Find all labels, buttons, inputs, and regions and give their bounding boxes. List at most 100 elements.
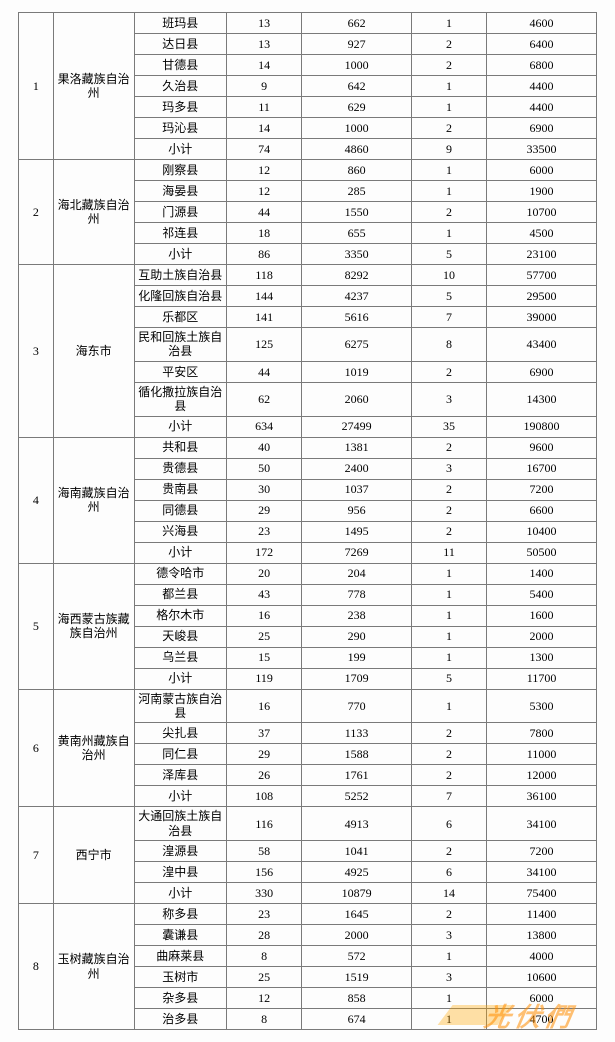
region-index: 5 <box>19 563 54 689</box>
cell: 62 <box>227 382 302 416</box>
cell: 杂多县 <box>134 988 226 1009</box>
data-table: 1果洛藏族自治州班玛县1366214600达日县1392726400甘德县141… <box>18 12 597 1030</box>
cell: 14300 <box>487 382 597 416</box>
cell: 14 <box>227 118 302 139</box>
cell: 6900 <box>487 361 597 382</box>
cell: 10600 <box>487 967 597 988</box>
cell: 16 <box>227 605 302 626</box>
cell: 655 <box>302 223 412 244</box>
cell: 1 <box>411 689 486 723</box>
cell: 12 <box>227 988 302 1009</box>
cell: 8292 <box>302 265 412 286</box>
cell: 36100 <box>487 786 597 807</box>
cell: 956 <box>302 500 412 521</box>
cell: 10700 <box>487 202 597 223</box>
cell: 泽库县 <box>134 765 226 786</box>
cell: 10879 <box>302 883 412 904</box>
cell: 141 <box>227 307 302 328</box>
cell: 28 <box>227 925 302 946</box>
cell: 34100 <box>487 862 597 883</box>
cell: 1 <box>411 1009 486 1030</box>
cell: 144 <box>227 286 302 307</box>
cell: 2 <box>411 361 486 382</box>
cell: 778 <box>302 584 412 605</box>
cell: 6 <box>411 807 486 841</box>
cell: 4400 <box>487 76 597 97</box>
cell: 玛多县 <box>134 97 226 118</box>
cell: 湟源县 <box>134 841 226 862</box>
cell: 治多县 <box>134 1009 226 1030</box>
cell: 6800 <box>487 55 597 76</box>
cell: 118 <box>227 265 302 286</box>
cell: 10400 <box>487 521 597 542</box>
cell: 8 <box>411 328 486 362</box>
cell: 74 <box>227 139 302 160</box>
cell: 2000 <box>487 626 597 647</box>
cell: 3 <box>411 382 486 416</box>
cell: 18 <box>227 223 302 244</box>
cell: 10 <box>411 265 486 286</box>
cell: 2060 <box>302 382 412 416</box>
cell: 小计 <box>134 883 226 904</box>
cell: 11 <box>227 97 302 118</box>
cell: 23 <box>227 904 302 925</box>
cell: 湟中县 <box>134 862 226 883</box>
region-index: 2 <box>19 160 54 265</box>
cell: 小计 <box>134 668 226 689</box>
cell: 尖扎县 <box>134 723 226 744</box>
region-name: 玉树藏族自治州 <box>53 904 134 1030</box>
cell: 7200 <box>487 841 597 862</box>
cell: 4860 <box>302 139 412 160</box>
cell: 甘德县 <box>134 55 226 76</box>
cell: 河南蒙古族自治县 <box>134 689 226 723</box>
cell: 5252 <box>302 786 412 807</box>
cell: 4600 <box>487 13 597 34</box>
cell: 1 <box>411 946 486 967</box>
cell: 1 <box>411 605 486 626</box>
cell: 13 <box>227 13 302 34</box>
cell: 43400 <box>487 328 597 362</box>
cell: 曲麻莱县 <box>134 946 226 967</box>
cell: 3 <box>411 967 486 988</box>
table-row: 4海南藏族自治州共和县40138129600 <box>19 437 597 458</box>
cell: 小计 <box>134 542 226 563</box>
cell: 班玛县 <box>134 13 226 34</box>
cell: 9 <box>411 139 486 160</box>
cell: 1000 <box>302 118 412 139</box>
cell: 贵德县 <box>134 458 226 479</box>
cell: 7800 <box>487 723 597 744</box>
cell: 29500 <box>487 286 597 307</box>
cell: 9 <box>227 76 302 97</box>
cell: 204 <box>302 563 412 584</box>
cell: 2 <box>411 479 486 500</box>
cell: 都兰县 <box>134 584 226 605</box>
region-name: 海北藏族自治州 <box>53 160 134 265</box>
table-row: 2海北藏族自治州刚察县1286016000 <box>19 160 597 181</box>
region-index: 6 <box>19 689 54 807</box>
cell: 16 <box>227 689 302 723</box>
region-index: 1 <box>19 13 54 160</box>
cell: 6400 <box>487 34 597 55</box>
cell: 20 <box>227 563 302 584</box>
cell: 4000 <box>487 946 597 967</box>
cell: 3 <box>411 458 486 479</box>
cell: 238 <box>302 605 412 626</box>
cell: 祁连县 <box>134 223 226 244</box>
cell: 629 <box>302 97 412 118</box>
cell: 1041 <box>302 841 412 862</box>
cell: 贵南县 <box>134 479 226 500</box>
cell: 4700 <box>487 1009 597 1030</box>
cell: 互助土族自治县 <box>134 265 226 286</box>
cell: 9600 <box>487 437 597 458</box>
cell: 共和县 <box>134 437 226 458</box>
cell: 1 <box>411 563 486 584</box>
cell: 11000 <box>487 744 597 765</box>
table-row: 5海西蒙古族藏族自治州德令哈市2020411400 <box>19 563 597 584</box>
cell: 乐都区 <box>134 307 226 328</box>
cell: 4913 <box>302 807 412 841</box>
cell: 1 <box>411 626 486 647</box>
cell: 2 <box>411 202 486 223</box>
cell: 860 <box>302 160 412 181</box>
cell: 858 <box>302 988 412 1009</box>
cell: 1 <box>411 988 486 1009</box>
